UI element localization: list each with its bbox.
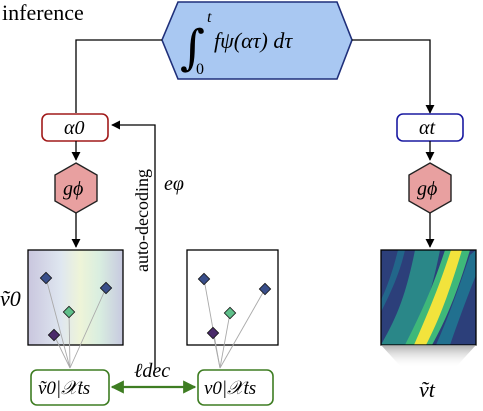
alpha-t-label: αt bbox=[419, 117, 435, 139]
arrow-integral-to-alphat bbox=[352, 39, 435, 114]
v0-tilde-restricted-node: ṽ0|𝒳ts bbox=[30, 369, 110, 406]
obs-marker-blue-2 bbox=[258, 282, 272, 296]
integral-upper-limit: t bbox=[207, 9, 212, 26]
auto-decoding-feedback-arrow bbox=[111, 120, 156, 370]
integral-integrand: fψ(ατ) dτ bbox=[214, 28, 293, 53]
g-phi-left-label: gϕ bbox=[63, 178, 83, 200]
obs-marker-green bbox=[223, 306, 237, 320]
obs-marker-purple bbox=[206, 326, 220, 340]
g-phi-right-node: gϕ bbox=[408, 162, 452, 214]
inference-label: inference bbox=[2, 0, 84, 25]
g-phi-left-node: gϕ bbox=[54, 162, 98, 214]
v0-tilde-restricted-label: ṽ0|𝒳ts bbox=[38, 378, 90, 399]
left-marker-blue-1 bbox=[39, 271, 53, 285]
vt-tilde-label: ṽt bbox=[419, 377, 436, 402]
obs-marker-blue-1 bbox=[197, 272, 211, 286]
v0-restricted-node: v0|𝒳ts bbox=[197, 369, 274, 406]
predicted-field-panel bbox=[380, 249, 477, 368]
observation-panel bbox=[186, 249, 279, 369]
loss-label: ℓdec bbox=[134, 360, 170, 382]
left-field-panel bbox=[27, 249, 124, 369]
alpha-0-label: α0 bbox=[64, 117, 85, 139]
alpha-0-node: α0 bbox=[41, 113, 109, 142]
e-varphi-label: eφ bbox=[164, 173, 184, 195]
v0-restricted-label: v0|𝒳ts bbox=[204, 378, 256, 399]
left-marker-purple bbox=[47, 328, 61, 342]
left-marker-green bbox=[62, 305, 76, 319]
v0-tilde-label: ṽ0 bbox=[0, 286, 21, 311]
integral-node: ∫ t 0 fψ(ατ) dτ bbox=[161, 1, 353, 80]
integral-lower-limit: 0 bbox=[196, 61, 204, 78]
alpha-t-node: αt bbox=[396, 113, 464, 142]
integral-sign: ∫ bbox=[180, 20, 205, 76]
auto-decoding-label: auto-decoding bbox=[132, 169, 152, 272]
g-phi-right-label: gϕ bbox=[417, 178, 437, 200]
left-marker-blue-2 bbox=[99, 281, 113, 295]
connector-integral-to-alpha0 bbox=[75, 39, 162, 113]
